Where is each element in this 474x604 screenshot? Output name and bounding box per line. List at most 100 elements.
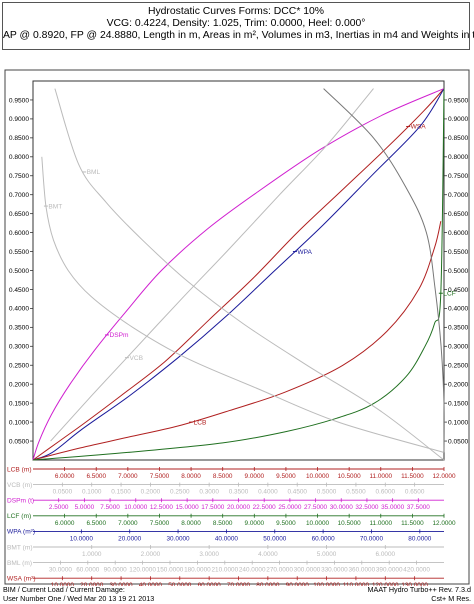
y-tick-label-right: 0.2500 xyxy=(448,363,469,370)
x-tick-label-dspm: 25.0000 xyxy=(278,504,302,511)
curve-label-vcb: VCB xyxy=(129,355,143,362)
y-tick-label-right: 0.7500 xyxy=(448,173,469,180)
x-tick-label-lcb: 9.0000 xyxy=(245,473,265,480)
curve-label-bml: BML xyxy=(87,169,101,176)
x-tick-label-lcf: 7.0000 xyxy=(118,520,138,527)
x-tick-label-dspm: 5.0000 xyxy=(75,504,95,511)
x-tick-label-bmt: 3.0000 xyxy=(199,551,219,558)
x-tick-label-lcb: 8.0000 xyxy=(181,473,201,480)
y-tick-label-right: 0.4000 xyxy=(448,306,469,313)
x-tick-label-lcb: 11.5000 xyxy=(401,473,424,480)
x-tick-label-vcb: 0.0500 xyxy=(53,489,73,496)
x-tick-label-bml: 270.0000 xyxy=(266,567,293,574)
x-tick-label-dspm: 2.5000 xyxy=(49,504,69,511)
x-tick-label-vcb: 0.3000 xyxy=(199,489,219,496)
curve-label-wsa: WSA xyxy=(411,124,427,131)
plot-area xyxy=(32,80,445,461)
x-tick-label-vcb: 0.2000 xyxy=(141,489,161,496)
curves: WSA WPA DSPm LCB LCF VCB BML BMT xyxy=(32,88,456,461)
y-tick-label-left: 0.1000 xyxy=(9,419,30,426)
chart-subtitle-vessel: VCG: 0.4224, Density: 1.025, Trim: 0.000… xyxy=(106,18,366,29)
x-tick-label-bml: 60.0000 xyxy=(76,567,100,574)
y-tick-label-left: 0.5500 xyxy=(9,249,30,256)
x-tick-label-bmt: 6.0000 xyxy=(376,551,396,558)
x-tick-label-dspm: 10.0000 xyxy=(124,504,148,511)
x-tick-label-lcb: 7.0000 xyxy=(118,473,138,480)
x-tick-label-lcb: 6.0000 xyxy=(55,473,75,480)
x-tick-label-lcf: 10.0000 xyxy=(306,520,330,527)
x-axes: LCB (m) 6.0000 6.5000 7.0000 7.5000 8.0000 8.5… xyxy=(7,466,456,586)
y-tick-label-left: 0.7500 xyxy=(9,173,30,180)
x-tick-label-bml: 150.0000 xyxy=(157,567,184,574)
y-axis: 0.0500 0.0500 0.1000 0.1000 0.1500 0.1500 0.20… xyxy=(9,97,469,445)
x-tick-label-wpa: 40.0000 xyxy=(215,535,239,542)
x-tick-label-dspm: 37.5000 xyxy=(407,504,431,511)
x-tick-label-vcb: 0.1000 xyxy=(82,489,102,496)
chart-title: Hydrostatic Curves Forms: DCC* 10% xyxy=(147,6,325,17)
y-tick-label-left: 0.9500 xyxy=(9,97,30,104)
curve-dspm xyxy=(32,88,445,461)
x-tick-label-wpa: 50.0000 xyxy=(263,535,287,542)
x-tick-label-lcb: 10.0000 xyxy=(306,473,330,480)
curve-label-wpa: WPA xyxy=(297,249,312,256)
x-axis-label-bmt: BMT (m) xyxy=(7,544,33,551)
y-tick-label-left: 0.4500 xyxy=(9,287,30,294)
x-tick-label-wsa: 130.0000 xyxy=(401,582,428,586)
x-axis-label-dspm: DSPm (t) xyxy=(7,498,34,505)
x-tick-label-wsa: 30.0000 xyxy=(110,582,134,586)
footer-left-line2: User Number One / Wed Mar 20 13 19 21 20… xyxy=(3,593,155,603)
y-tick-label-right: 0.3000 xyxy=(448,344,469,351)
x-tick-label-bmt: 1.0000 xyxy=(82,551,102,558)
y-tick-label-left: 0.8500 xyxy=(9,135,30,142)
x-tick-label-lcf: 6.0000 xyxy=(55,520,75,527)
y-tick-label-right: 0.6500 xyxy=(448,211,469,218)
y-tick-label-right: 0.5000 xyxy=(448,268,469,275)
x-tick-label-wsa: 60.0000 xyxy=(198,582,222,586)
x-axis-label-bml: BML (m) xyxy=(7,560,32,567)
x-tick-label-bmt: 2.0000 xyxy=(141,551,161,558)
curve-label-dspm: DSPm xyxy=(109,332,129,339)
curve-lcb xyxy=(32,221,442,461)
chart-title-box: Hydrostatic Curves Forms: DCC* 10% VCG: … xyxy=(2,2,474,50)
y-tick-label-right: 0.0500 xyxy=(448,438,469,445)
x-tick-label-vcb: 0.4000 xyxy=(258,489,278,496)
x-tick-label-dspm: 7.5000 xyxy=(100,504,120,511)
x-tick-label-wpa: 60.0000 xyxy=(312,535,336,542)
chart-subtitle-units: AP @ 0.8920, FP @ 24.8880, Length in m, … xyxy=(3,30,474,41)
x-tick-label-bmt: 4.0000 xyxy=(258,551,278,558)
y-tick-label-left: 0.3000 xyxy=(9,344,30,351)
x-tick-label-bml: 30.0000 xyxy=(49,567,73,574)
x-axis-label-wsa: WSA (m²) xyxy=(7,576,36,583)
x-axis-label-lcf: LCF (m) xyxy=(7,513,31,520)
x-tick-label-lcb: 10.5000 xyxy=(338,473,362,480)
footer-left: BIM / Current Load / Current Damage: Use… xyxy=(3,585,155,603)
x-tick-label-dspm: 35.0000 xyxy=(381,504,405,511)
x-tick-label-dspm: 15.0000 xyxy=(176,504,200,511)
x-tick-label-dspm: 27.5000 xyxy=(304,504,328,511)
x-tick-label-lcf: 8.0000 xyxy=(181,520,201,527)
x-tick-label-wsa: 40.0000 xyxy=(139,582,163,586)
y-tick-label-left: 0.2500 xyxy=(9,363,30,370)
curve-label-lcf: LCF xyxy=(443,290,455,297)
y-tick-label-left: 0.1500 xyxy=(9,400,30,407)
x-tick-label-lcb: 6.5000 xyxy=(86,473,106,480)
x-tick-label-wsa: 120.0000 xyxy=(372,582,399,586)
x-tick-label-wpa: 10.0000 xyxy=(70,535,94,542)
curve-wsa xyxy=(32,88,445,461)
x-tick-label-bml: 420.0000 xyxy=(403,567,430,574)
x-tick-label-dspm: 12.5000 xyxy=(150,504,174,511)
x-tick-label-bml: 90.0000 xyxy=(104,567,128,574)
x-tick-label-vcb: 0.6500 xyxy=(405,489,425,496)
x-tick-label-bmt: 5.0000 xyxy=(317,551,337,558)
chart-frame xyxy=(4,69,470,585)
x-tick-label-lcf: 8.5000 xyxy=(213,520,233,527)
x-tick-label-dspm: 20.0000 xyxy=(227,504,251,511)
x-tick-label-lcf: 7.5000 xyxy=(150,520,170,527)
footer-right-line1: MAAT Hydro Turbo++ Rev. 7.3.d xyxy=(367,585,471,594)
x-tick-label-dspm: 22.5000 xyxy=(253,504,277,511)
y-tick-label-left: 0.5000 xyxy=(9,268,30,275)
x-tick-label-bml: 120.0000 xyxy=(129,567,156,574)
x-tick-label-wsa: 110.0000 xyxy=(343,582,370,586)
x-tick-label-vcb: 0.6000 xyxy=(376,489,396,496)
y-tick-label-right: 0.6000 xyxy=(448,230,469,237)
